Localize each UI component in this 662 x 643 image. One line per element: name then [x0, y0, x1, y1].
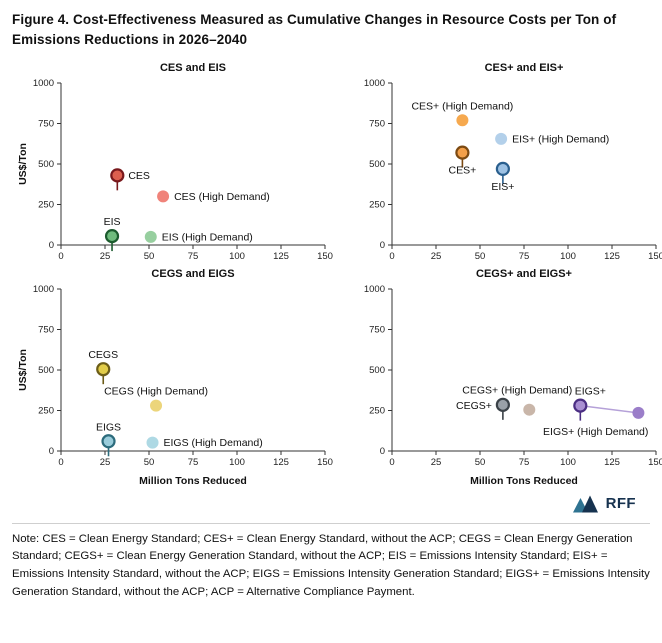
svg-text:150: 150 — [317, 457, 333, 468]
svg-text:150: 150 — [317, 251, 333, 262]
figure-note: Note: CES = Clean Energy Standard; CES+ … — [12, 532, 650, 598]
svg-text:CEGS (High Demand): CEGS (High Demand) — [104, 385, 208, 397]
svg-text:500: 500 — [369, 365, 385, 376]
svg-text:CES and EIS: CES and EIS — [159, 62, 225, 74]
figure-container: Figure 4. Cost-Effectiveness Measured as… — [10, 10, 662, 601]
svg-text:75: 75 — [187, 457, 198, 468]
svg-text:150: 150 — [648, 457, 662, 468]
svg-text:0: 0 — [58, 251, 63, 262]
svg-text:0: 0 — [58, 457, 63, 468]
svg-text:100: 100 — [229, 457, 245, 468]
svg-text:125: 125 — [604, 457, 620, 468]
svg-text:50: 50 — [143, 251, 154, 262]
svg-text:250: 250 — [38, 199, 54, 210]
chart-cell-bottom-right: CEGS+ and EIGS+ Million Tons Reduced 0 250 5… — [341, 265, 662, 491]
svg-text:EIS+: EIS+ — [491, 180, 514, 192]
svg-text:250: 250 — [369, 405, 385, 416]
svg-text:250: 250 — [38, 405, 54, 416]
svg-text:500: 500 — [38, 159, 54, 170]
svg-text:750: 750 — [38, 118, 54, 129]
svg-text:CES: CES — [128, 169, 150, 181]
svg-text:EIGS+: EIGS+ — [574, 385, 605, 397]
svg-text:150: 150 — [648, 251, 662, 262]
svg-text:100: 100 — [560, 457, 576, 468]
charts-grid: CES and EIS US$/Ton 0 250 500 750 1000 0 25 50 75 1… — [10, 59, 662, 491]
svg-text:EIS (High Demand): EIS (High Demand) — [161, 231, 252, 243]
chart-cell-top-right: CES+ and EIS+ 0 250 500 750 1000 0 25 50 75 100 125… — [341, 59, 662, 265]
svg-text:US$/Ton: US$/Ton — [17, 349, 29, 391]
svg-text:750: 750 — [369, 324, 385, 335]
svg-text:EIGS (High Demand): EIGS (High Demand) — [163, 437, 262, 449]
svg-text:CEGS+ (High Demand): CEGS+ (High Demand) — [462, 384, 572, 396]
rff-mountain-right — [581, 495, 598, 512]
chart-cell-bottom-left: CEGS and EIGS US$/Ton Million Tons Reduced… — [10, 265, 341, 491]
svg-text:EIGS: EIGS — [95, 421, 120, 433]
svg-text:EIGS+ (High Demand): EIGS+ (High Demand) — [543, 425, 648, 437]
svg-text:1000: 1000 — [32, 78, 53, 89]
svg-text:1000: 1000 — [32, 284, 53, 295]
chart-cell-top-left: CES and EIS US$/Ton 0 250 500 750 1000 0 25 50 75 1… — [10, 59, 341, 265]
figure-title: Figure 4. Cost-Effectiveness Measured as… — [12, 12, 617, 48]
svg-text:CES+ and EIS+: CES+ and EIS+ — [484, 62, 563, 74]
svg-text:US$/Ton: US$/Ton — [17, 143, 29, 185]
svg-text:1000: 1000 — [363, 78, 384, 89]
svg-text:CEGS and EIGS: CEGS and EIGS — [151, 268, 234, 280]
svg-text:EIS: EIS — [103, 216, 120, 228]
svg-text:75: 75 — [518, 457, 529, 468]
svg-text:250: 250 — [369, 199, 385, 210]
svg-text:25: 25 — [99, 251, 110, 262]
svg-text:500: 500 — [38, 365, 54, 376]
svg-text:25: 25 — [99, 457, 110, 468]
chart-cesplus-eisplus: CES+ and EIS+ 0 250 500 750 1000 0 25 50 75 100 125… — [363, 62, 662, 262]
svg-text:25: 25 — [430, 457, 441, 468]
svg-text:500: 500 — [369, 159, 385, 170]
svg-text:CEGS+: CEGS+ — [455, 399, 491, 411]
svg-text:Million Tons Reduced: Million Tons Reduced — [470, 475, 578, 487]
svg-text:0: 0 — [389, 251, 394, 262]
svg-text:CES (High Demand): CES (High Demand) — [174, 190, 270, 202]
svg-text:50: 50 — [143, 457, 154, 468]
svg-text:1000: 1000 — [363, 284, 384, 295]
svg-text:75: 75 — [187, 251, 198, 262]
rff-logo-icon — [572, 495, 598, 512]
chart-ces-eis: CES and EIS US$/Ton 0 250 500 750 1000 0 25 50 75 1… — [17, 62, 333, 262]
svg-text:EIS+ (High Demand): EIS+ (High Demand) — [512, 133, 609, 145]
svg-text:Million Tons Reduced: Million Tons Reduced — [139, 475, 247, 487]
svg-text:CEGS+ and EIGS+: CEGS+ and EIGS+ — [476, 268, 572, 280]
svg-text:750: 750 — [369, 118, 385, 129]
svg-text:0: 0 — [379, 240, 384, 251]
svg-text:125: 125 — [273, 457, 289, 468]
svg-text:50: 50 — [474, 457, 485, 468]
svg-text:0: 0 — [48, 240, 53, 251]
svg-text:100: 100 — [229, 251, 245, 262]
svg-text:CEGS: CEGS — [88, 349, 118, 361]
svg-text:100: 100 — [560, 251, 576, 262]
logo-row: RFF — [10, 491, 652, 515]
svg-text:125: 125 — [273, 251, 289, 262]
svg-text:CES+: CES+ — [448, 164, 476, 176]
svg-text:CES+ (High Demand): CES+ (High Demand) — [411, 100, 513, 112]
svg-text:25: 25 — [430, 251, 441, 262]
svg-text:125: 125 — [604, 251, 620, 262]
svg-text:0: 0 — [48, 446, 53, 457]
divider — [12, 522, 650, 524]
rff-logo-text: RFF — [605, 495, 636, 512]
svg-text:50: 50 — [474, 251, 485, 262]
svg-text:75: 75 — [518, 251, 529, 262]
svg-text:750: 750 — [38, 324, 54, 335]
svg-text:0: 0 — [389, 457, 394, 468]
chart-cegsplus-eigsplus: CEGS+ and EIGS+Million Tons Reduced02505… — [363, 268, 662, 487]
svg-text:0: 0 — [379, 446, 384, 457]
chart-cegs-eigs: CEGS and EIGS US$/Ton Million Tons Reduced… — [17, 268, 333, 487]
